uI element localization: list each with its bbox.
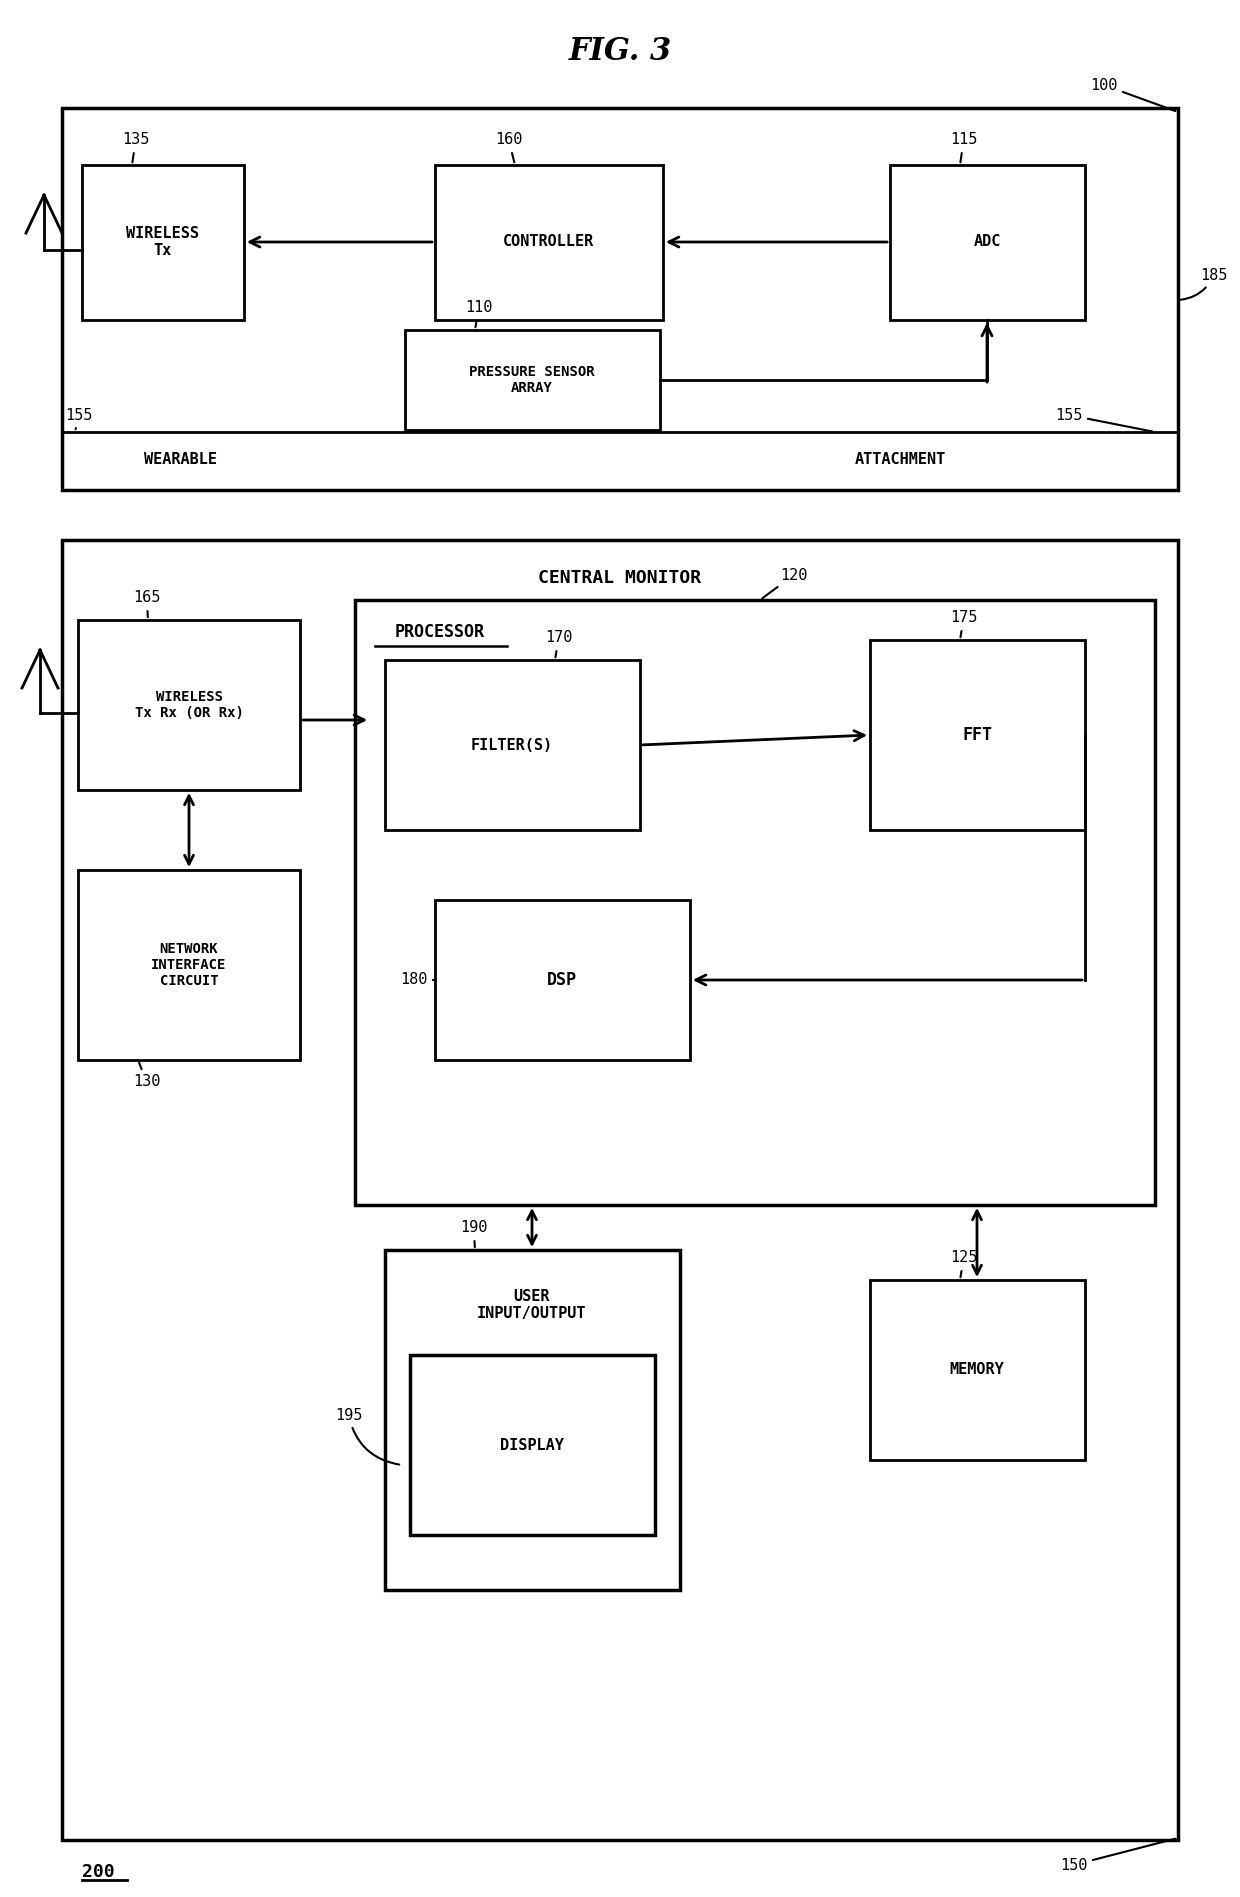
Text: PROCESSOR: PROCESSOR xyxy=(396,622,485,641)
Text: 100: 100 xyxy=(1090,78,1176,112)
Text: 185: 185 xyxy=(1180,267,1228,300)
Text: DISPLAY: DISPLAY xyxy=(500,1438,564,1453)
Text: FFT: FFT xyxy=(962,727,992,744)
Bar xyxy=(62,108,1178,489)
Text: 115: 115 xyxy=(950,133,977,163)
Text: FILTER(S): FILTER(S) xyxy=(471,738,553,753)
Text: WIRELESS
Tx: WIRELESS Tx xyxy=(126,226,200,258)
Bar xyxy=(435,165,663,321)
Text: 170: 170 xyxy=(546,630,573,656)
Text: DSP: DSP xyxy=(547,971,577,988)
Text: 175: 175 xyxy=(950,611,977,637)
Text: 135: 135 xyxy=(122,133,149,163)
Text: 160: 160 xyxy=(495,133,522,163)
Text: NETWORK
INTERFACE
CIRCUIT: NETWORK INTERFACE CIRCUIT xyxy=(151,941,227,988)
Text: 180: 180 xyxy=(401,973,435,988)
Text: MEMORY: MEMORY xyxy=(950,1362,1004,1377)
Text: 125: 125 xyxy=(950,1250,977,1277)
Text: 120: 120 xyxy=(763,567,807,598)
Text: ATTACHMENT: ATTACHMENT xyxy=(854,453,946,467)
Text: WEARABLE: WEARABLE xyxy=(144,453,217,467)
Bar xyxy=(870,1280,1085,1461)
Bar xyxy=(870,639,1085,831)
Text: FIG. 3: FIG. 3 xyxy=(568,36,672,68)
Text: 190: 190 xyxy=(460,1220,487,1246)
Text: 165: 165 xyxy=(133,590,160,617)
Bar xyxy=(384,1250,680,1590)
Text: 200: 200 xyxy=(82,1863,114,1882)
Bar xyxy=(78,871,300,1060)
Bar xyxy=(435,899,689,1060)
Text: CENTRAL MONITOR: CENTRAL MONITOR xyxy=(538,569,702,586)
Text: 110: 110 xyxy=(465,300,492,328)
Bar xyxy=(890,165,1085,321)
Text: 155: 155 xyxy=(1055,408,1152,431)
Bar xyxy=(410,1354,655,1535)
Text: USER
INPUT/OUTPUT: USER INPUT/OUTPUT xyxy=(477,1288,587,1320)
Bar xyxy=(78,620,300,789)
Text: 150: 150 xyxy=(1060,1838,1176,1872)
Text: 195: 195 xyxy=(335,1408,399,1464)
Bar xyxy=(355,599,1154,1205)
Bar xyxy=(405,330,660,431)
Bar xyxy=(62,541,1178,1840)
Text: 130: 130 xyxy=(133,1062,160,1089)
Text: ADC: ADC xyxy=(973,235,1001,250)
Bar xyxy=(82,165,244,321)
Text: 155: 155 xyxy=(64,408,92,429)
Text: PRESSURE SENSOR
ARRAY: PRESSURE SENSOR ARRAY xyxy=(469,364,595,395)
Text: WIRELESS
Tx Rx (OR Rx): WIRELESS Tx Rx (OR Rx) xyxy=(135,691,243,721)
Text: CONTROLLER: CONTROLLER xyxy=(503,235,595,250)
Bar xyxy=(384,660,640,831)
